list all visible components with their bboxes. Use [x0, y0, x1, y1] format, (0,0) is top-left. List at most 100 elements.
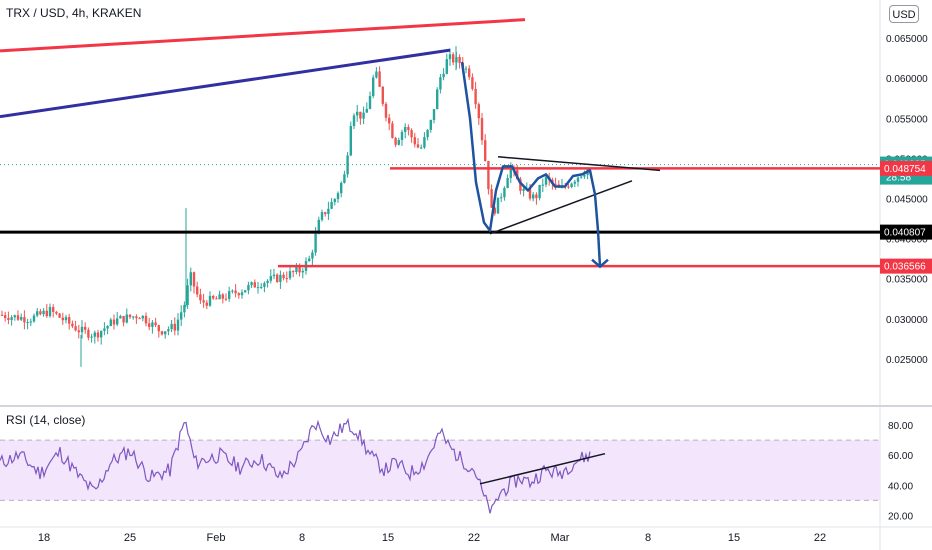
price-tick-label: 0.030000 — [886, 315, 928, 326]
triangle-bottom-line[interactable] — [489, 180, 633, 235]
candle-body — [221, 294, 224, 299]
candle-body — [218, 294, 221, 300]
purple-trendline[interactable] — [0, 48, 451, 119]
candle-body — [420, 147, 423, 149]
candle-body — [138, 318, 141, 320]
price-axis[interactable]: 0.0650000.0600000.0550000.0500000.045000… — [886, 34, 928, 366]
candle-body — [474, 88, 477, 105]
candle-body — [487, 160, 490, 190]
candle-body — [314, 233, 317, 253]
candle-body — [103, 328, 106, 331]
candle-body — [13, 315, 16, 318]
rsi-tick-label: 40.00 — [888, 481, 913, 492]
candle-body — [154, 322, 157, 326]
red-trendline[interactable] — [0, 18, 526, 53]
candle-body — [55, 311, 58, 314]
candle-body — [381, 86, 384, 104]
symbol-title[interactable]: TRX / USD, 4h, KRAKEN — [6, 6, 142, 20]
candle-body — [90, 336, 93, 338]
candle-body — [583, 174, 586, 177]
candle-body — [186, 285, 189, 306]
candle-body — [327, 208, 330, 215]
candle-body — [36, 311, 39, 316]
candle-body — [346, 155, 349, 175]
candle-body — [528, 188, 532, 199]
time-axis[interactable]: 18 25 Feb 8 15 22 Mar 8 15 22 — [38, 532, 826, 544]
candle-body — [16, 315, 20, 320]
candle-body — [506, 178, 509, 189]
candle-body — [365, 108, 368, 113]
candle-body — [429, 119, 432, 130]
time-tick-label: 22 — [814, 532, 826, 544]
candle-body — [298, 267, 301, 273]
candle-body — [48, 307, 52, 317]
candle-body — [320, 212, 324, 220]
projection-path[interactable] — [460, 61, 602, 267]
candle-body — [208, 296, 212, 306]
candle-body — [301, 270, 304, 273]
rsi-tick-label: 80.00 — [888, 421, 913, 432]
candle-body — [52, 307, 55, 312]
candle-body — [244, 290, 247, 293]
candle-body — [160, 331, 164, 335]
time-tick-label: 15 — [728, 532, 740, 544]
candle-body — [340, 182, 343, 194]
price-label-text: 0.048754 — [884, 164, 926, 175]
candle-body — [436, 89, 439, 110]
candle-body — [228, 291, 231, 299]
rsi-trendline[interactable] — [479, 452, 606, 485]
candle-body — [100, 330, 103, 338]
candle-body — [416, 144, 420, 148]
candle-body — [74, 326, 77, 331]
candle-body — [359, 111, 362, 119]
candle-body — [477, 104, 480, 119]
candle-body — [10, 317, 13, 320]
candle-body — [157, 325, 160, 332]
candle-body — [224, 298, 228, 300]
candle-body — [266, 280, 269, 284]
triangle-top-line[interactable] — [497, 156, 661, 172]
countdown-label: 28:58 — [886, 173, 911, 184]
candle-body — [23, 317, 26, 323]
time-tick-label: 25 — [124, 532, 136, 544]
candle-body — [490, 189, 493, 208]
candles — [0, 46, 880, 367]
candle-body — [237, 293, 240, 296]
drawings[interactable] — [0, 18, 880, 269]
candle-body — [135, 316, 138, 319]
rsi-band — [0, 440, 880, 501]
time-tick-label: 22 — [468, 532, 480, 544]
candle-body — [423, 137, 426, 148]
candle-body — [535, 194, 538, 199]
rsi-title[interactable]: RSI (14, close) — [6, 413, 86, 427]
currency-button[interactable]: USD — [889, 5, 919, 23]
candle-body — [80, 326, 84, 333]
candle-body — [580, 176, 583, 178]
candle-body — [141, 315, 144, 319]
candle-body — [272, 274, 276, 277]
candle-body — [176, 319, 180, 331]
time-tick-label: Feb — [207, 532, 226, 544]
candle-body — [324, 212, 327, 215]
candle-body — [180, 312, 183, 320]
candle-body — [32, 315, 36, 322]
price-tick-label: 0.065000 — [886, 34, 928, 45]
candle-body — [109, 319, 112, 327]
candle-body — [458, 57, 461, 63]
candle-body — [308, 258, 311, 262]
candle-body — [288, 271, 292, 279]
candle-body — [279, 274, 282, 282]
candle-body — [295, 267, 298, 273]
candle-body — [407, 126, 410, 131]
candle-body — [42, 310, 45, 315]
candle-body — [439, 77, 442, 90]
candle-body — [493, 207, 496, 214]
candle-body — [573, 181, 576, 184]
candle-body — [413, 137, 416, 145]
candle-body — [480, 118, 484, 141]
candle-body — [215, 298, 218, 300]
candle-body — [285, 278, 288, 280]
projection-arrowhead — [591, 258, 609, 269]
